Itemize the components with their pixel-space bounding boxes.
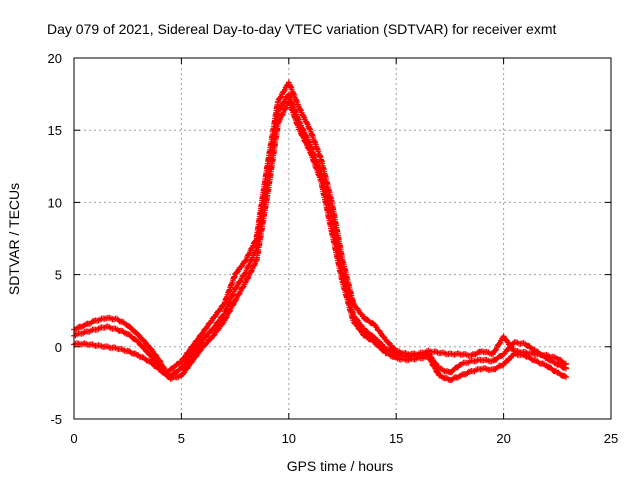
data-point-marker <box>425 354 442 377</box>
data-point-marker <box>296 105 313 132</box>
data-point-marker <box>511 339 527 347</box>
x-tick-label: 5 <box>178 431 185 446</box>
data-point-marker <box>522 340 538 353</box>
data-point-marker <box>318 156 335 204</box>
y-tick-label: 10 <box>48 195 62 210</box>
data-point-marker <box>500 340 517 358</box>
data-point-marker <box>425 347 441 356</box>
data-point-marker <box>562 360 569 368</box>
data-point-marker <box>562 373 569 381</box>
data-point-marker <box>318 177 335 234</box>
data-point-marker <box>543 351 559 361</box>
data-point-marker <box>511 350 527 359</box>
y-tick-labels: -5 0 5 10 15 20 <box>48 51 62 427</box>
data-point-marker <box>103 343 119 351</box>
data-point-marker <box>543 355 559 367</box>
data-point-marker <box>296 126 313 153</box>
y-tick-label: 20 <box>48 51 62 66</box>
data-point-marker <box>382 345 398 356</box>
data-point-marker <box>350 317 367 338</box>
x-tick-labels: 0 5 10 15 20 25 <box>70 431 618 446</box>
plot-frame <box>73 57 612 420</box>
data-point-marker <box>393 354 409 363</box>
data-point-marker <box>562 364 569 372</box>
data-point-marker <box>500 352 517 368</box>
y-tick-label: 5 <box>55 268 62 283</box>
data-point-marker <box>285 79 302 111</box>
data-point-marker <box>146 344 162 364</box>
data-point-marker <box>167 372 183 382</box>
data-point-marker <box>210 302 227 321</box>
data-point-marker <box>307 149 324 183</box>
data-point-marker <box>382 350 398 360</box>
data-point-marker <box>189 331 205 350</box>
data-point-marker <box>264 121 281 199</box>
data-point-marker <box>135 339 152 356</box>
data-point-marker <box>92 324 108 333</box>
data-point-marker <box>328 228 346 283</box>
data-point-marker <box>178 344 195 365</box>
data-point-marker <box>253 194 271 263</box>
data-point-marker <box>371 334 388 350</box>
data-point-marker <box>489 352 506 364</box>
data-point-marker <box>178 351 195 371</box>
x-tick-label: 0 <box>70 431 77 446</box>
data-point-marker <box>382 336 399 353</box>
data-point-marker <box>124 322 141 338</box>
data-point-marker <box>275 81 291 105</box>
data-point-marker <box>350 300 367 320</box>
data-point-marker <box>189 338 205 358</box>
data-point-marker <box>242 258 259 285</box>
y-tick-label: 0 <box>55 340 62 355</box>
data-point-marker <box>543 362 560 375</box>
y-tick-label: -5 <box>50 412 62 427</box>
data-point-marker <box>221 299 238 324</box>
data-point-marker <box>221 273 238 308</box>
data-point-marker <box>210 312 227 331</box>
data-series <box>71 79 569 384</box>
data-point-marker <box>361 327 377 340</box>
data-point-marker <box>199 326 216 343</box>
x-axis-label: GPS time / hours <box>287 458 394 474</box>
data-point-marker <box>81 340 97 349</box>
data-point-marker <box>232 279 249 304</box>
data-point-marker <box>522 352 538 364</box>
data-point-marker <box>371 339 388 354</box>
data-point-marker <box>554 369 568 379</box>
x-tick-label: 20 <box>496 431 510 446</box>
data-point-marker <box>361 315 377 327</box>
x-tick-label: 10 <box>282 431 296 446</box>
data-point-marker <box>114 315 130 328</box>
data-point-marker <box>199 333 216 350</box>
chart-title: Day 079 of 2021, Sidereal Day-to-day VTE… <box>47 21 556 37</box>
y-axis-label: SDTVAR / TECUs <box>6 183 22 295</box>
data-point-marker <box>285 98 302 133</box>
x-tick-label: 25 <box>604 431 618 446</box>
data-point-marker <box>135 352 151 364</box>
data-point-marker <box>135 331 152 349</box>
data-point-marker <box>221 286 238 317</box>
series-track-3 <box>71 98 569 384</box>
data-point-marker <box>189 344 205 365</box>
y-tick-label: 15 <box>48 123 62 138</box>
data-point-marker <box>178 359 195 379</box>
data-point-marker <box>489 362 506 373</box>
data-point-marker <box>339 278 356 322</box>
data-point-marker <box>210 319 227 339</box>
data-point-marker <box>232 258 248 277</box>
data-point-marker <box>103 323 119 332</box>
data-point-marker <box>457 358 473 368</box>
data-point-marker <box>307 126 324 161</box>
data-point-marker <box>403 355 420 364</box>
data-point-marker <box>371 321 388 341</box>
data-point-marker <box>199 315 216 336</box>
x-tick-label: 15 <box>389 431 403 446</box>
data-point-marker <box>232 270 248 292</box>
data-point-marker <box>446 350 463 358</box>
